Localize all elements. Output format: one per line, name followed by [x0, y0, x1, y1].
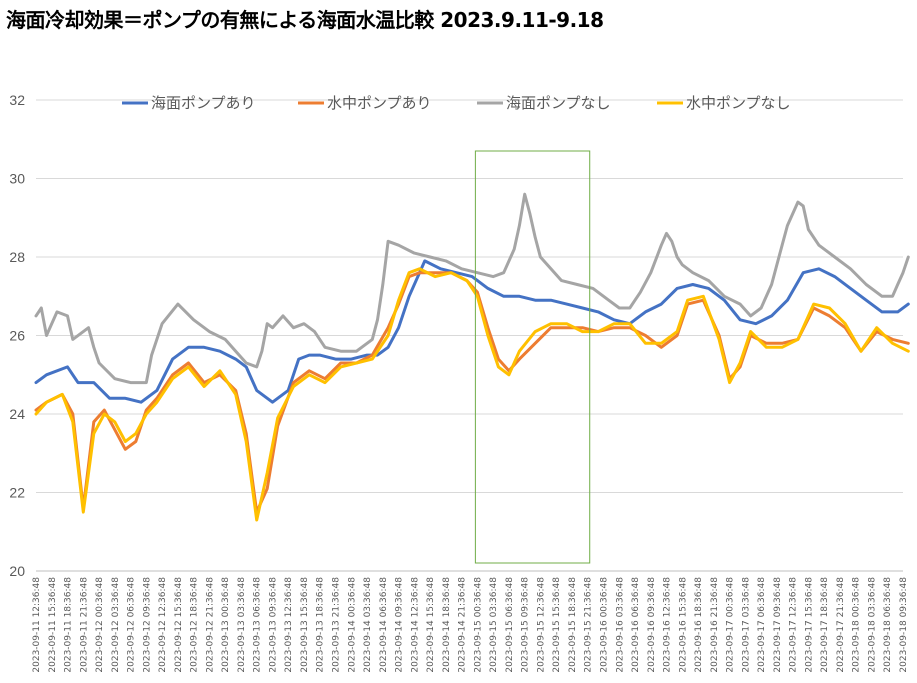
legend-entry: 水中ポンプあり [327, 94, 432, 112]
series-line-1 [34, 259, 910, 404]
series-lines [34, 192, 910, 522]
x-tick-label: 2023-09-12 15:36:48 [174, 577, 184, 673]
series-line-3 [34, 192, 910, 385]
x-tick-label: 2023-09-15 06:36:48 [505, 577, 515, 673]
x-tick-label: 2023-09-18 03:36:48 [867, 577, 877, 673]
x-tick-label: 2023-09-18 09:36:48 [899, 577, 909, 673]
x-tick-label: 2023-09-11 18:36:48 [64, 577, 74, 673]
x-tick-label: 2023-09-16 21:36:48 [710, 577, 720, 673]
series-line-4 [34, 267, 910, 522]
x-tick-label: 2023-09-11 21:36:48 [79, 577, 89, 673]
x-tick-label: 2023-09-15 00:36:48 [473, 577, 483, 673]
legend-entry: 水中ポンプなし [686, 94, 791, 112]
x-tick-label: 2023-09-18 06:36:48 [883, 577, 893, 673]
x-tick-label: 2023-09-12 00:36:48 [95, 577, 105, 673]
x-tick-label: 2023-09-15 18:36:48 [568, 577, 578, 673]
x-tick-label: 2023-09-18 00:36:48 [852, 577, 862, 673]
x-tick-label: 2023-09-16 12:36:48 [663, 577, 673, 673]
x-tick-label: 2023-09-15 21:36:48 [584, 577, 594, 673]
x-tick-label: 2023-09-16 03:36:48 [615, 577, 625, 673]
x-tick-label: 2023-09-13 18:36:48 [316, 577, 326, 673]
highlight-box [474, 150, 591, 564]
x-tick-label: 2023-09-13 21:36:48 [332, 577, 342, 673]
x-tick-label: 2023-09-17 00:36:48 [726, 577, 736, 673]
chart-title: 海面冷却効果＝ポンプの有無による海面水温比較 2023.9.11-9.18 [6, 8, 604, 32]
x-tick-label: 2023-09-17 12:36:48 [789, 577, 799, 673]
legend-entry: 海面ポンプなし [506, 94, 611, 112]
x-tick-label: 2023-09-12 12:36:48 [158, 577, 168, 673]
x-tick-label: 2023-09-13 06:36:48 [253, 577, 263, 673]
x-tick-label: 2023-09-16 15:36:48 [678, 577, 688, 673]
x-tick-label: 2023-09-12 18:36:48 [190, 577, 200, 673]
x-tick-label: 2023-09-12 06:36:48 [127, 577, 137, 673]
legend-entry: 海面ポンプあり [151, 94, 256, 112]
x-tick-label: 2023-09-14 21:36:48 [458, 577, 468, 673]
y-tick-label: 28 [9, 249, 25, 265]
x-tick-label: 2023-09-11 15:36:48 [48, 577, 58, 673]
x-tick-label: 2023-09-14 00:36:48 [347, 577, 357, 673]
x-tick-label: 2023-09-12 03:36:48 [111, 577, 121, 673]
y-tick-label: 30 [9, 171, 25, 187]
x-tick-label: 2023-09-15 09:36:48 [521, 577, 531, 673]
x-tick-label: 2023-09-17 21:36:48 [836, 577, 846, 673]
x-tick-label: 2023-09-12 09:36:48 [142, 577, 152, 673]
x-tick-label: 2023-09-14 06:36:48 [379, 577, 389, 673]
x-tick-label: 2023-09-14 09:36:48 [395, 577, 405, 673]
x-tick-label: 2023-09-15 15:36:48 [552, 577, 562, 673]
x-tick-label: 2023-09-17 03:36:48 [741, 577, 751, 673]
highlight-box-layer [474, 150, 591, 564]
x-tick-label: 2023-09-13 15:36:48 [300, 577, 310, 673]
x-tick-label: 2023-09-16 09:36:48 [647, 577, 657, 673]
x-tick-label: 2023-09-14 15:36:48 [426, 577, 436, 673]
x-tick-label: 2023-09-15 12:36:48 [536, 577, 546, 673]
y-tick-label: 24 [9, 406, 25, 422]
x-tick-label: 2023-09-13 00:36:48 [221, 577, 231, 673]
x-tick-label: 2023-09-13 12:36:48 [284, 577, 294, 673]
x-tick-label: 2023-09-14 12:36:48 [410, 577, 420, 673]
y-axis-tick-labels: 20 22 24 26 28 30 32 [9, 92, 25, 579]
x-tick-label: 2023-09-17 18:36:48 [820, 577, 830, 673]
x-tick-label: 2023-09-14 18:36:48 [442, 577, 452, 673]
x-tick-label: 2023-09-16 06:36:48 [631, 577, 641, 673]
y-tick-label: 26 [9, 328, 25, 344]
x-tick-label: 2023-09-17 06:36:48 [757, 577, 767, 673]
x-tick-label: 2023-09-17 09:36:48 [773, 577, 783, 673]
x-tick-label: 2023-09-11 12:36:48 [32, 577, 42, 673]
x-tick-label: 2023-09-16 18:36:48 [694, 577, 704, 673]
x-axis-tick-labels: 2023-09-11 12:36:48 2023-09-11 15:36:48 20… [32, 577, 909, 673]
y-tick-label: 20 [9, 563, 25, 579]
x-tick-label: 2023-09-16 00:36:48 [599, 577, 609, 673]
legend: 海面ポンプあり 水中ポンプあり 海面ポンプなし 水中ポンプなし [122, 94, 791, 112]
x-tick-label: 2023-09-13 03:36:48 [237, 577, 247, 673]
x-tick-label: 2023-09-15 03:36:48 [489, 577, 499, 673]
y-tick-label: 32 [9, 92, 25, 108]
gridlines [36, 99, 903, 572]
x-tick-label: 2023-09-12 21:36:48 [205, 577, 215, 673]
x-tick-label: 2023-09-14 03:36:48 [363, 577, 373, 673]
x-tick-label: 2023-09-17 15:36:48 [804, 577, 814, 673]
x-tick-label: 2023-09-13 09:36:48 [268, 577, 278, 673]
y-tick-label: 22 [9, 485, 25, 501]
